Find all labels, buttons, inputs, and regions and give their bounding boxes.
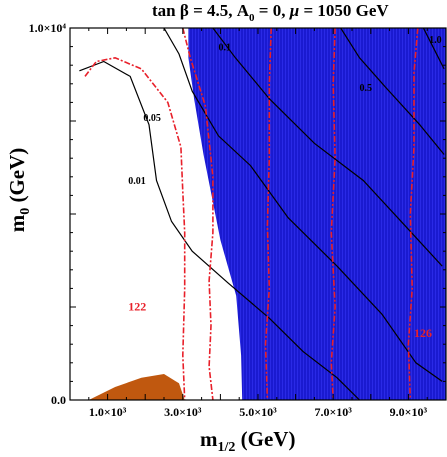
x-tick-label: 5.0×10³	[239, 405, 277, 419]
higgs-contour-2	[264, 28, 272, 400]
relic-contour-1.0	[422, 28, 445, 70]
x-tick-label: 9.0×10³	[390, 405, 428, 419]
higgs-label-126: 126	[414, 326, 432, 340]
relic-contour-0.05	[163, 28, 443, 382]
higgs-label-122: 122	[128, 300, 146, 314]
contour-labels: 0.01 0.05 0.1 0.5 1.0 122 126	[128, 35, 441, 340]
axis-ticks: 1.0×10³ 3.0×10³ 5.0×10³ 7.0×10³ 9.0×10³ 0.0 1.…	[29, 21, 446, 419]
y-tick-label: 0.0	[51, 393, 66, 407]
y-tick-label: 1.0×10⁴	[29, 21, 67, 35]
x-tick-label: 7.0×10³	[314, 405, 352, 419]
x-tick-label: 3.0×10³	[164, 405, 202, 419]
higgs-contour-1	[182, 28, 214, 400]
excluded-blue-region	[188, 28, 446, 400]
relic-label-0.5: 0.5	[360, 83, 373, 94]
orange-corner-region	[88, 374, 185, 400]
relic-contour-0.5	[340, 28, 445, 155]
plot-area	[79, 28, 446, 400]
y-axis-label: m0 (GeV)	[5, 148, 33, 233]
regions	[88, 28, 446, 400]
higgs-contours	[84, 28, 419, 400]
relic-label-1.0: 1.0	[429, 35, 442, 46]
higgs-contour-122	[84, 56, 186, 400]
higgs-contour-3	[330, 28, 336, 400]
x-axis-label: m1/2 (GeV)	[200, 427, 295, 455]
title-a0-subscript: 0	[249, 12, 255, 24]
relic-label-0.05: 0.05	[143, 113, 161, 124]
chart-title: tan β = 4.5, A0 = 0, μ = 1050 GeV	[152, 1, 389, 24]
x-tick-label: 1.0×10³	[89, 405, 127, 419]
relic-contour-0.1	[212, 28, 443, 267]
relic-label-0.01: 0.01	[128, 176, 146, 187]
higgs-contour-126	[407, 28, 419, 400]
relic-contour-0.01	[79, 60, 360, 400]
relic-contours	[79, 28, 445, 400]
relic-label-0.1: 0.1	[219, 42, 232, 53]
